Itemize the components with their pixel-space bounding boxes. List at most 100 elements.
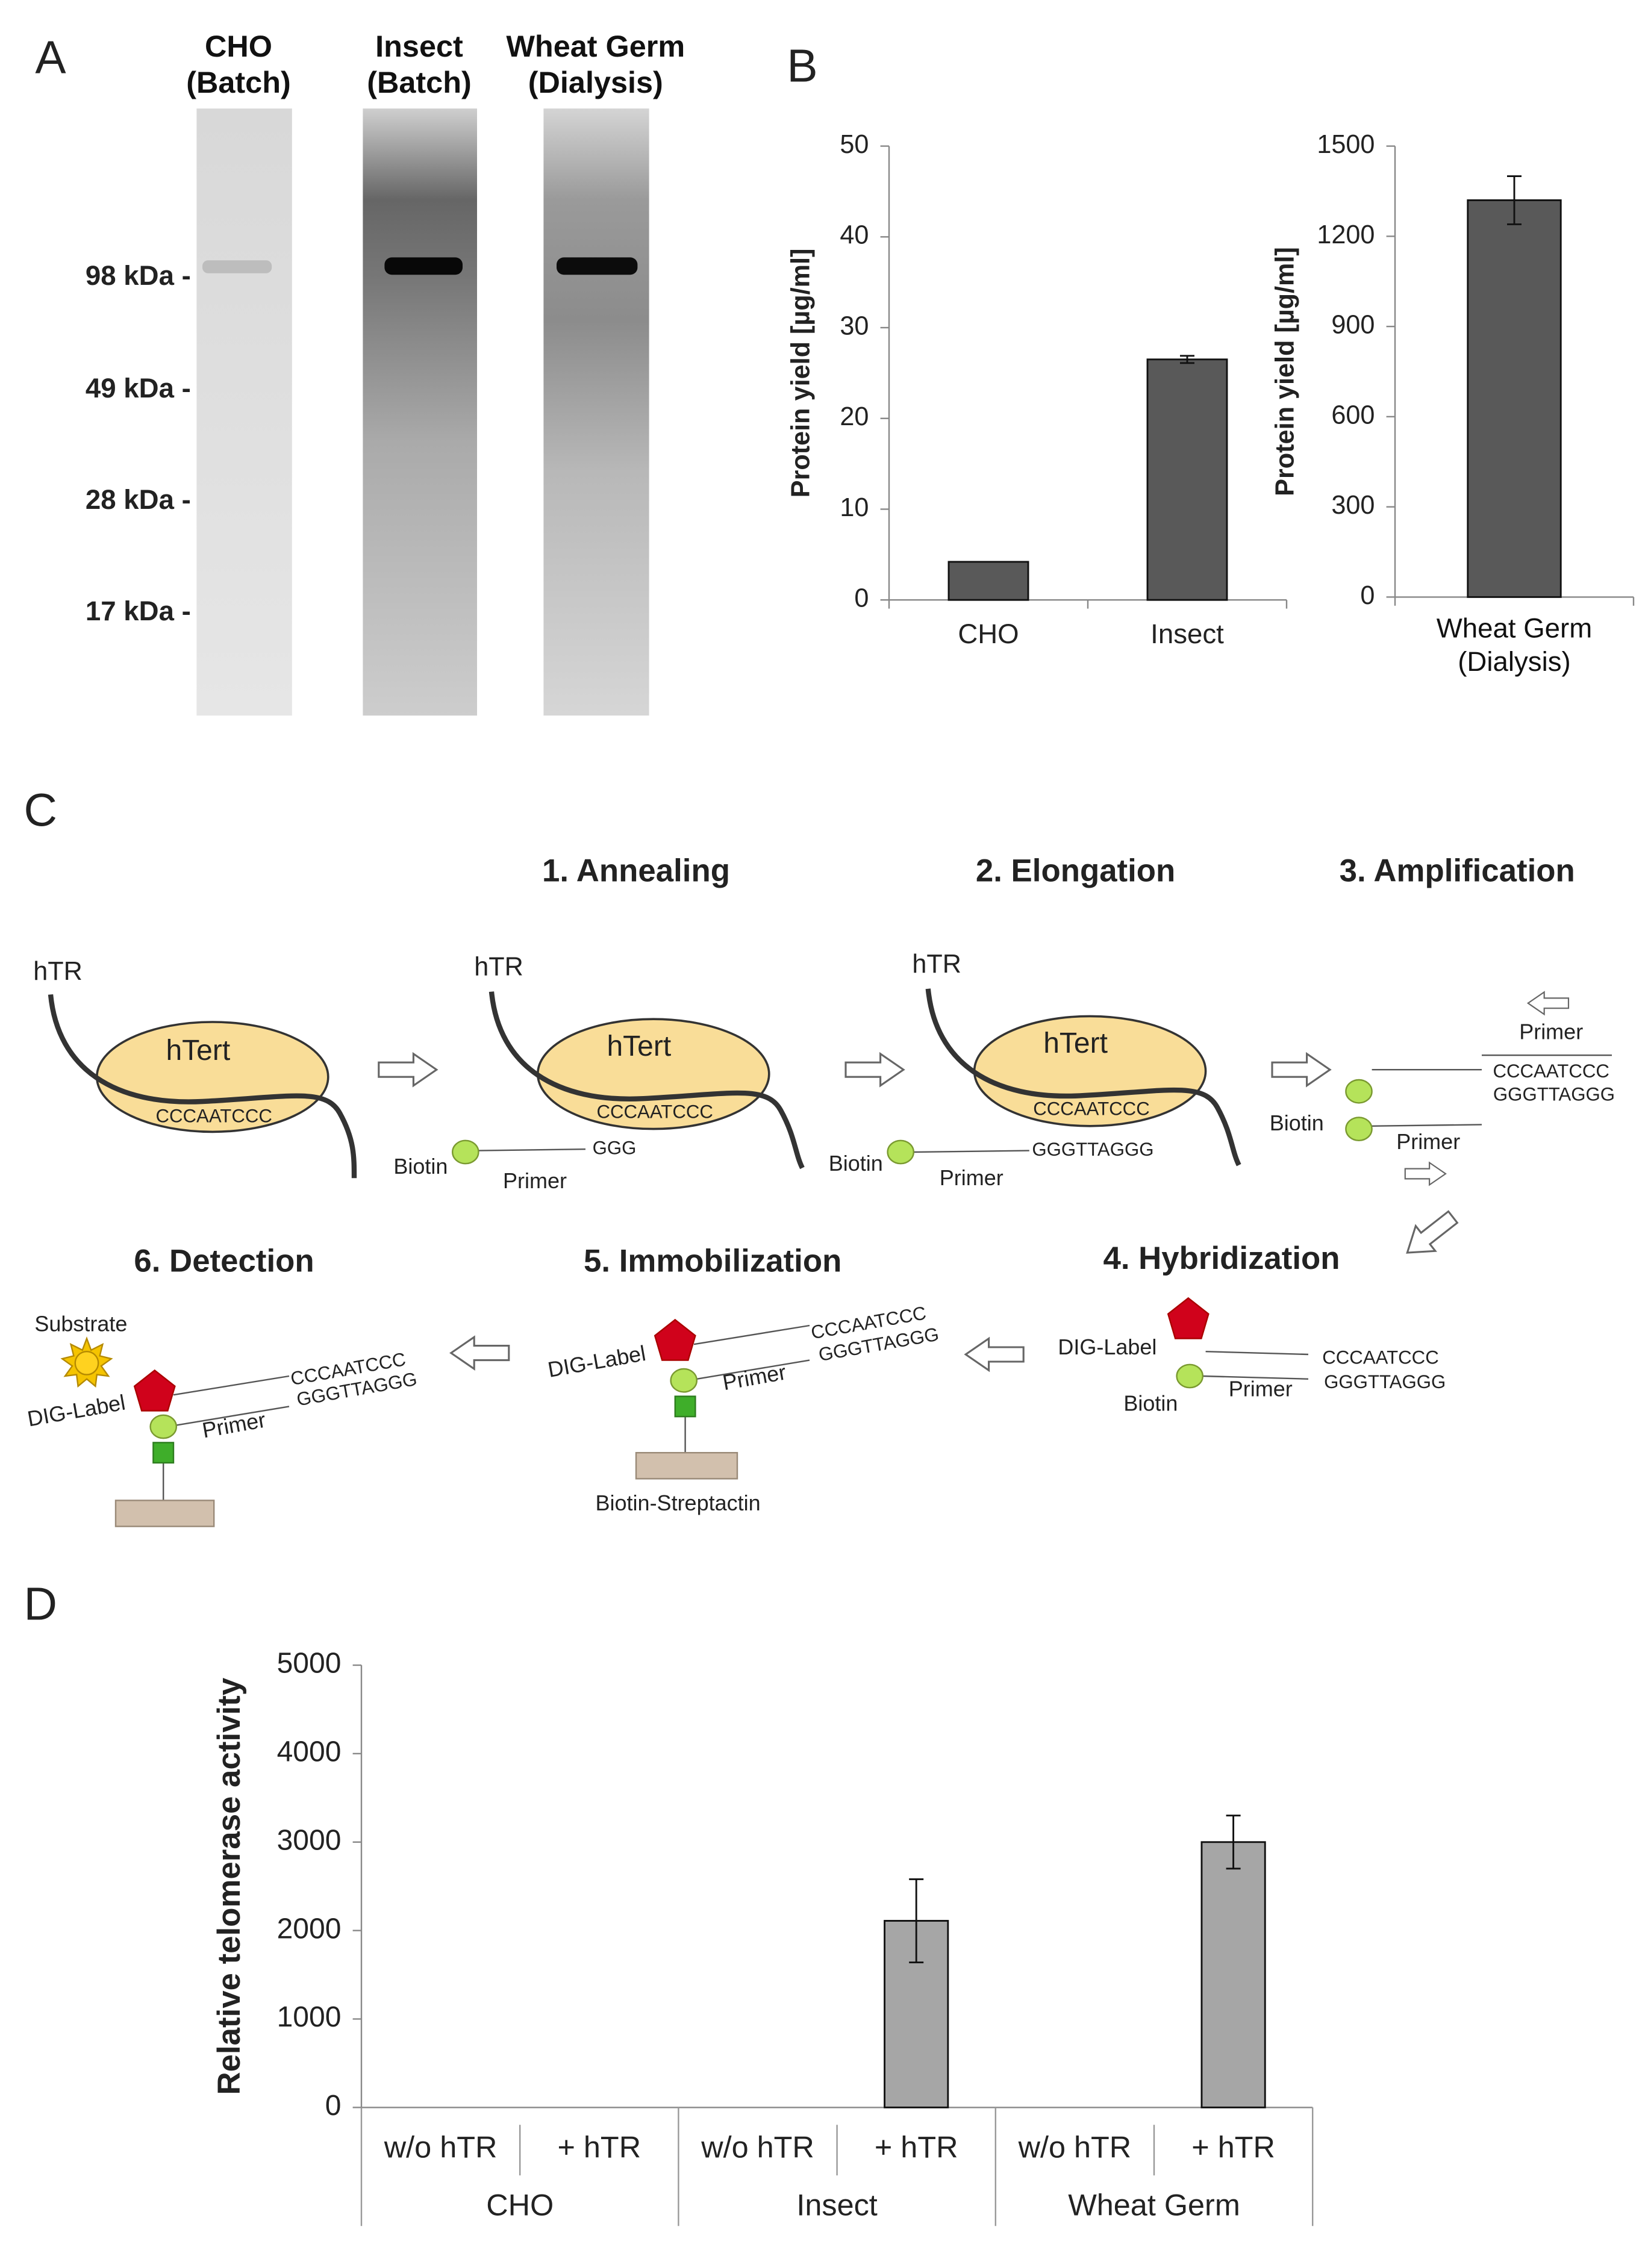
diagram-label: CCCAATCCC — [1033, 1098, 1149, 1120]
rna-strand — [48, 994, 357, 1179]
y-tick-label: 30 — [840, 311, 869, 340]
x-tick-label: Insect — [1150, 618, 1224, 649]
y-tick-label: 1200 — [1317, 220, 1375, 249]
bar — [1467, 199, 1562, 598]
y-tick-label: 4000 — [277, 1736, 342, 1768]
x-tick-label: Wheat Germ (Dialysis) — [1436, 614, 1593, 678]
diagram-label: GGGTTAGGG — [1032, 1139, 1153, 1160]
lane-label: CHO (Batch) — [186, 30, 291, 101]
diagram-label: hTert — [1043, 1027, 1108, 1059]
step-arrow — [1404, 1162, 1447, 1186]
x-tick-label: w/o hTR — [384, 2129, 498, 2164]
diagram-label: DIG-Label — [1058, 1335, 1156, 1359]
diagram-label: Primer — [940, 1165, 1003, 1190]
y-tick-label: 0 — [325, 2090, 342, 2122]
y-tick-label: 10 — [840, 493, 869, 522]
bar — [1200, 1841, 1266, 2108]
step-arrow — [844, 1053, 905, 1087]
step-arrow — [964, 1338, 1025, 1371]
y-tick-label: 3000 — [277, 1824, 342, 1856]
y-axis-label: Protein yield [µg/ml] — [1270, 247, 1299, 496]
y-tick-label: 0 — [1360, 581, 1375, 610]
diagram-label: Primer — [201, 1407, 268, 1443]
lane-label: CHO (Batch) — [186, 30, 291, 101]
y-tick-label: 1500 — [1317, 130, 1375, 159]
gel-lane — [543, 108, 649, 716]
diagram-label: CCCAATCCC — [155, 1106, 272, 1127]
y-axis-label: Relative telomerase activity — [211, 1677, 247, 2095]
lane-label: Insect (Batch) — [367, 30, 472, 101]
y-tick-label: 300 — [1331, 491, 1375, 520]
diagram — [48, 988, 1612, 1527]
diagram-label: GGG — [593, 1137, 637, 1158]
gel-band — [202, 260, 272, 273]
step-arrow — [450, 1336, 510, 1370]
y-tick-label: 900 — [1331, 311, 1375, 340]
y-axis-label: Protein yield [µg/ml] — [786, 249, 815, 498]
diagram-label: GGGTTAGGG — [1493, 1084, 1615, 1105]
diagram-label: CCCAATCCC — [596, 1101, 713, 1122]
bar — [947, 561, 1029, 601]
rna-strand — [488, 991, 805, 1170]
diagram-label: hTert — [607, 1030, 671, 1062]
diagram-label: CCCAATCCC — [1493, 1061, 1609, 1082]
gel-lane — [363, 108, 477, 716]
panel-label: A — [35, 31, 66, 83]
gel — [196, 108, 649, 716]
panel-label: C — [23, 785, 57, 836]
group-label: Wheat Germ — [1068, 2187, 1240, 2222]
y-tick-label: 0 — [854, 584, 869, 613]
diagram-label: Primer — [1396, 1129, 1460, 1154]
diagram-label: CCCAATCCC — [1322, 1347, 1438, 1368]
x-tick-label: CHO — [958, 618, 1019, 649]
step-title: 5. Immobilization — [584, 1244, 841, 1279]
lane-label: Wheat Germ (Dialysis) — [506, 30, 685, 101]
marker-label: 49 kDa - — [86, 373, 191, 403]
panel-label: D — [23, 1578, 57, 1630]
lane-label: Insect (Batch) — [367, 30, 472, 101]
bar — [1146, 358, 1228, 601]
y-tick-label: 600 — [1331, 400, 1375, 429]
diagram-label: Biotin — [829, 1151, 883, 1176]
y-tick-label: 1000 — [277, 2001, 342, 2033]
y-tick-label: 2000 — [277, 1913, 342, 1945]
diagram-label: Biotin-Streptactin — [596, 1491, 761, 1515]
x-tick-label: + hTR — [875, 2129, 958, 2164]
step-arrow — [1527, 991, 1570, 1015]
lane-label: Wheat Germ (Dialysis) — [506, 30, 685, 101]
step-title: 4. Hybridization — [1103, 1241, 1340, 1276]
step-arrow — [378, 1053, 438, 1087]
step-title: 2. Elongation — [976, 853, 1175, 889]
x-tick-label: + hTR — [557, 2129, 641, 2164]
step-title: 3. Amplification — [1340, 853, 1575, 889]
diagram-label: Primer — [1519, 1020, 1583, 1044]
diagram-label: Substrate — [34, 1312, 127, 1336]
x-tick-label: + hTR — [1191, 2129, 1275, 2164]
diagram-label: hTR — [33, 957, 83, 986]
y-tick-label: 5000 — [277, 1648, 342, 1680]
step-title: 6. Detection — [134, 1244, 314, 1279]
y-tick-label: 20 — [840, 402, 869, 431]
gel-band — [557, 257, 638, 275]
diagram-label: Primer — [721, 1359, 788, 1395]
group-label: CHO — [486, 2187, 554, 2222]
x-tick-label: w/o hTR — [1018, 2129, 1132, 2164]
x-tick-label: Wheat Germ (Dialysis) — [1436, 614, 1593, 678]
diagram-label: hTert — [166, 1035, 230, 1067]
diagram-label: DIG-Label — [546, 1341, 648, 1382]
y-tick-label: 40 — [840, 221, 869, 250]
marker-label: 28 kDa - — [86, 484, 191, 515]
x-tick-label: w/o hTR — [701, 2129, 814, 2164]
group-label: Insect — [796, 2187, 877, 2222]
diagram-label: Primer — [1229, 1377, 1293, 1401]
diagram-label: GGGTTAGGG — [1324, 1371, 1446, 1392]
diagram-label: Biotin — [1270, 1111, 1324, 1135]
diagram-label: hTR — [474, 953, 523, 982]
diagram-label: Biotin — [393, 1154, 448, 1179]
panel-label: B — [787, 40, 817, 92]
gel-lane — [196, 108, 292, 716]
diagram-label: hTR — [912, 950, 961, 979]
rna-strand — [925, 988, 1241, 1167]
y-tick-label: 50 — [840, 130, 869, 159]
